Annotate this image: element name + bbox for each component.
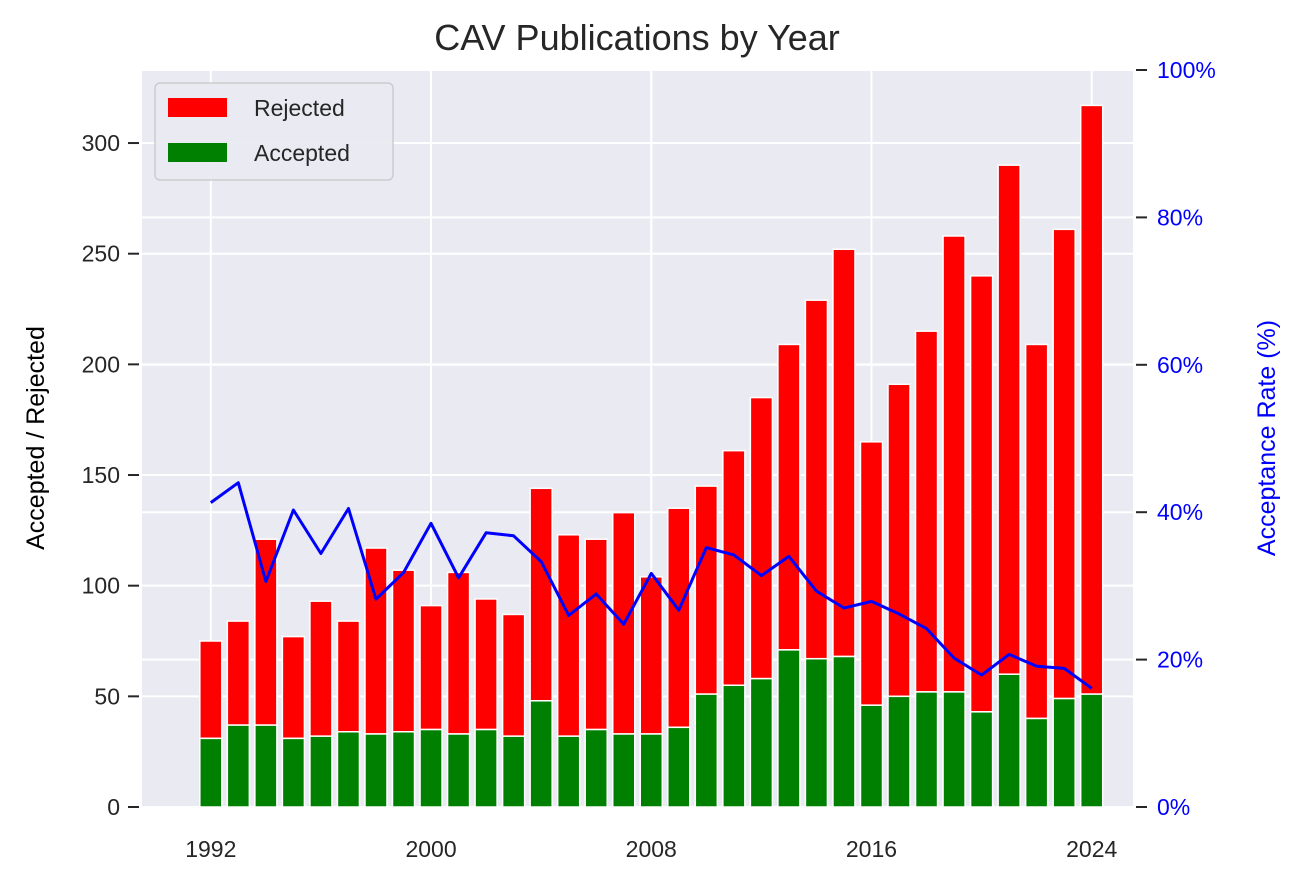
bar-rejected-2005 [556, 534, 581, 737]
bar-accepted-1997 [336, 731, 361, 808]
bar-accepted-1993 [226, 724, 251, 808]
bar-rejected-2014 [804, 299, 829, 660]
y2-tick-label: 20% [1157, 647, 1203, 673]
bar-accepted-2003 [501, 735, 526, 808]
bar-rejected-2021 [997, 164, 1021, 675]
bar-accepted-2017 [887, 695, 911, 808]
bar-rejected-2000 [419, 604, 443, 731]
bar-rejected-2024 [1079, 104, 1104, 695]
bars [199, 104, 1104, 808]
bar-accepted-2007 [611, 733, 636, 808]
left-axis: 0 50 100 150 200 250 300 [82, 130, 139, 820]
y-axis-label-right: Acceptance Rate (%) [1253, 320, 1281, 556]
bar-accepted-2013 [777, 649, 801, 808]
bar-accepted-1999 [391, 731, 416, 808]
bar-accepted-2014 [804, 657, 829, 808]
legend-label-rejected: Rejected [254, 95, 345, 121]
right-axis: 0% 20% 40% 60% 80% 100% [1136, 57, 1216, 820]
bar-accepted-2001 [446, 733, 471, 808]
bar-rejected-1996 [309, 600, 333, 737]
bar-rejected-1992 [199, 640, 223, 740]
bar-accepted-1992 [199, 737, 223, 808]
y-tick-label: 150 [82, 462, 120, 488]
y-tick-label: 300 [82, 130, 120, 156]
legend: Rejected Accepted [154, 82, 394, 181]
y-tick-label: 250 [82, 241, 120, 267]
bar-rejected-2023 [1052, 228, 1076, 700]
y-tick-label: 0 [107, 794, 120, 820]
bar-rejected-2009 [667, 507, 691, 729]
bar-rejected-1997 [336, 620, 361, 733]
bar-accepted-1996 [309, 735, 333, 808]
bar-accepted-2010 [694, 693, 719, 808]
bar-rejected-2012 [749, 396, 774, 680]
bar-accepted-2000 [419, 728, 443, 808]
y-tick-label: 50 [94, 683, 120, 709]
x-tick-label: 2024 [1066, 836, 1117, 862]
bar-rejected-2017 [887, 383, 911, 698]
bar-accepted-1998 [364, 733, 388, 808]
bar-accepted-2024 [1079, 693, 1104, 808]
x-tick-label: 2008 [626, 836, 677, 862]
y2-tick-label: 80% [1157, 204, 1203, 230]
bar-rejected-2003 [501, 613, 526, 737]
bar-accepted-2011 [722, 684, 746, 808]
bar-accepted-2021 [997, 673, 1021, 808]
y2-tick-label: 60% [1157, 352, 1203, 378]
bar-rejected-2016 [859, 441, 884, 706]
x-axis: 1992 2000 2008 2016 2024 [185, 836, 1117, 862]
acceptance-rate-polyline [209, 481, 1093, 690]
bar-rejected-2006 [584, 538, 608, 731]
bar-rejected-2010 [694, 485, 719, 695]
legend-label-accepted: Accepted [254, 140, 350, 166]
bar-accepted-2008 [639, 733, 664, 808]
bar-rejected-2020 [969, 275, 994, 713]
bar-rejected-2002 [474, 598, 498, 731]
y2-tick-label: 100% [1157, 57, 1216, 83]
legend-swatch-accepted [168, 143, 227, 162]
plot-background [142, 70, 1133, 807]
grid [142, 69, 1133, 808]
chart-title: CAV Publications by Year [434, 17, 840, 58]
bar-accepted-2004 [529, 700, 553, 808]
y2-tick-label: 40% [1157, 499, 1203, 525]
bar-rejected-2019 [942, 235, 966, 693]
y2-tick-label: 0% [1157, 794, 1190, 820]
bar-accepted-2005 [556, 735, 581, 808]
y-axis-label-left: Accepted / Rejected [22, 326, 50, 550]
bar-rejected-1999 [391, 569, 416, 733]
bar-accepted-2019 [942, 691, 966, 808]
x-tick-label: 2016 [846, 836, 897, 862]
bar-rejected-2015 [832, 248, 856, 658]
bar-accepted-2018 [914, 691, 939, 808]
bar-rejected-1993 [226, 620, 251, 726]
bar-rejected-1994 [254, 538, 278, 726]
bar-accepted-2012 [749, 677, 774, 808]
y-tick-label: 200 [82, 351, 120, 377]
bar-rejected-2011 [722, 449, 746, 687]
x-tick-label: 2000 [405, 836, 456, 862]
bar-rejected-2004 [529, 487, 553, 702]
bar-accepted-2015 [832, 655, 856, 808]
bar-accepted-2009 [667, 726, 691, 808]
legend-swatch-rejected [168, 98, 227, 117]
bar-accepted-2022 [1024, 717, 1049, 808]
y-tick-label: 100 [82, 573, 120, 599]
bar-rejected-1995 [281, 635, 306, 740]
bar-accepted-2006 [584, 728, 608, 808]
bar-rejected-2013 [777, 343, 801, 651]
bar-accepted-2016 [859, 704, 884, 808]
bar-accepted-1995 [281, 737, 306, 808]
bar-accepted-2023 [1052, 697, 1076, 808]
bar-rejected-2008 [639, 576, 664, 735]
bar-accepted-2020 [969, 711, 994, 808]
bar-accepted-1994 [254, 724, 278, 808]
bar-accepted-2002 [474, 728, 498, 808]
acceptance-rate-line [209, 481, 1093, 690]
x-tick-label: 1992 [185, 836, 236, 862]
bar-rejected-2001 [446, 571, 471, 735]
